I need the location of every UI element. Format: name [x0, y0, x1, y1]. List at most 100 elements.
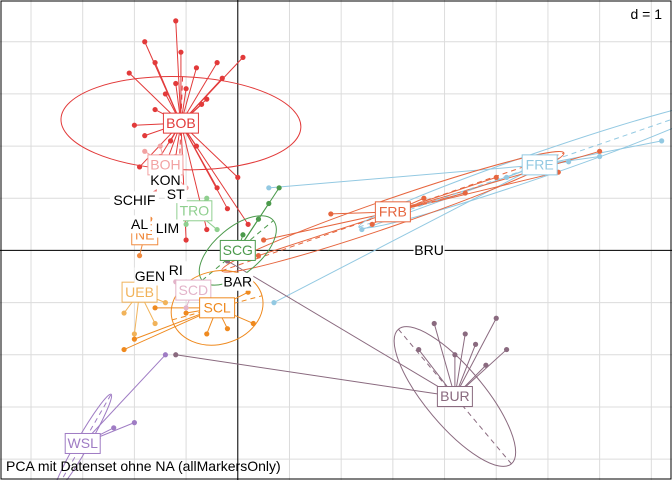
data-point — [121, 346, 127, 353]
data-point — [183, 86, 189, 92]
data-point — [276, 185, 282, 191]
data-point — [597, 148, 603, 154]
data-point — [452, 352, 458, 358]
data-point — [183, 305, 189, 311]
data-point — [255, 216, 262, 222]
spoke-line — [180, 122, 228, 209]
data-point — [219, 75, 225, 81]
data-point — [183, 221, 189, 227]
data-point — [173, 18, 179, 24]
data-point — [126, 70, 132, 76]
data-point — [503, 346, 510, 353]
data-point — [597, 153, 603, 160]
data-point — [250, 320, 256, 327]
data-point — [178, 49, 184, 55]
group-label-box — [176, 200, 213, 222]
data-point — [183, 310, 189, 316]
data-point — [359, 226, 365, 233]
plain-label: GEN — [135, 268, 165, 284]
data-point — [255, 253, 262, 259]
data-point — [199, 101, 205, 107]
scale-label: d = 1 — [630, 6, 662, 22]
data-point — [224, 326, 231, 332]
plain-label: AL — [131, 216, 148, 232]
data-point — [266, 185, 272, 191]
plain-label: SCHIF — [113, 192, 155, 208]
spoke-line — [268, 164, 540, 189]
group-label-box — [219, 239, 256, 261]
spoke-line — [227, 260, 456, 397]
spoke-line — [392, 171, 559, 213]
data-point — [173, 80, 179, 87]
data-point — [369, 221, 375, 227]
data-point — [462, 190, 468, 196]
data-point — [204, 96, 210, 102]
spoke-line — [263, 211, 393, 241]
spoke-line — [433, 323, 456, 397]
data-point — [193, 65, 200, 71]
data-point — [328, 211, 334, 217]
data-point — [462, 331, 468, 337]
data-point — [167, 138, 174, 144]
data-point — [152, 305, 158, 311]
data-point — [235, 174, 241, 180]
data-point — [136, 164, 143, 170]
plain-label-bg — [413, 241, 445, 260]
group-label: SCG — [223, 242, 253, 258]
plain-label: LIM — [156, 220, 179, 236]
data-point — [121, 310, 127, 316]
spoke-line — [258, 211, 394, 257]
group-label: BUR — [440, 388, 470, 404]
data-point — [204, 331, 210, 337]
group-label: BOH — [150, 157, 180, 173]
spoke-line — [454, 318, 497, 397]
data-point — [142, 39, 148, 45]
plain-label: ST — [167, 186, 185, 202]
data-point — [136, 253, 143, 259]
spoke-line — [180, 57, 244, 124]
data-point — [245, 289, 251, 295]
data-point — [193, 143, 200, 149]
data-point — [204, 195, 210, 201]
plain-label-bg — [128, 215, 151, 234]
group-label: FRE — [526, 157, 554, 173]
data-point — [204, 226, 210, 233]
spoke-line — [175, 354, 455, 398]
data-point — [416, 346, 422, 353]
data-point — [483, 362, 489, 368]
data-point — [131, 331, 137, 337]
data-point — [111, 425, 117, 431]
data-point — [152, 320, 158, 327]
data-point — [131, 420, 137, 426]
data-point — [142, 148, 148, 154]
data-point — [245, 221, 251, 227]
data-point — [152, 60, 158, 66]
data-point — [271, 300, 277, 306]
group-label-box — [64, 432, 101, 454]
group-label: UEB — [125, 284, 154, 300]
spoke-line — [175, 20, 182, 124]
chart-title: PCA mit Datenset ohne NA (allMarkersOnly… — [6, 458, 281, 474]
data-point — [152, 106, 158, 113]
group-label-box — [175, 279, 212, 301]
group-label-box — [162, 112, 199, 134]
group-label: TRO — [180, 202, 210, 218]
data-point — [183, 237, 189, 243]
group-label: BOB — [166, 115, 196, 131]
plain-label-bg — [134, 267, 166, 286]
data-point — [503, 174, 510, 180]
data-point — [493, 174, 499, 180]
group-label-box — [199, 297, 236, 319]
group-label-box — [521, 154, 558, 176]
data-point — [173, 352, 179, 358]
data-point — [240, 232, 246, 238]
data-point — [157, 143, 163, 149]
spoke-line — [82, 354, 166, 444]
data-point — [162, 352, 169, 358]
group-label-box — [436, 386, 473, 408]
data-point — [224, 206, 231, 212]
plain-label-bg — [149, 171, 181, 190]
plain-label: BAR — [223, 273, 252, 289]
